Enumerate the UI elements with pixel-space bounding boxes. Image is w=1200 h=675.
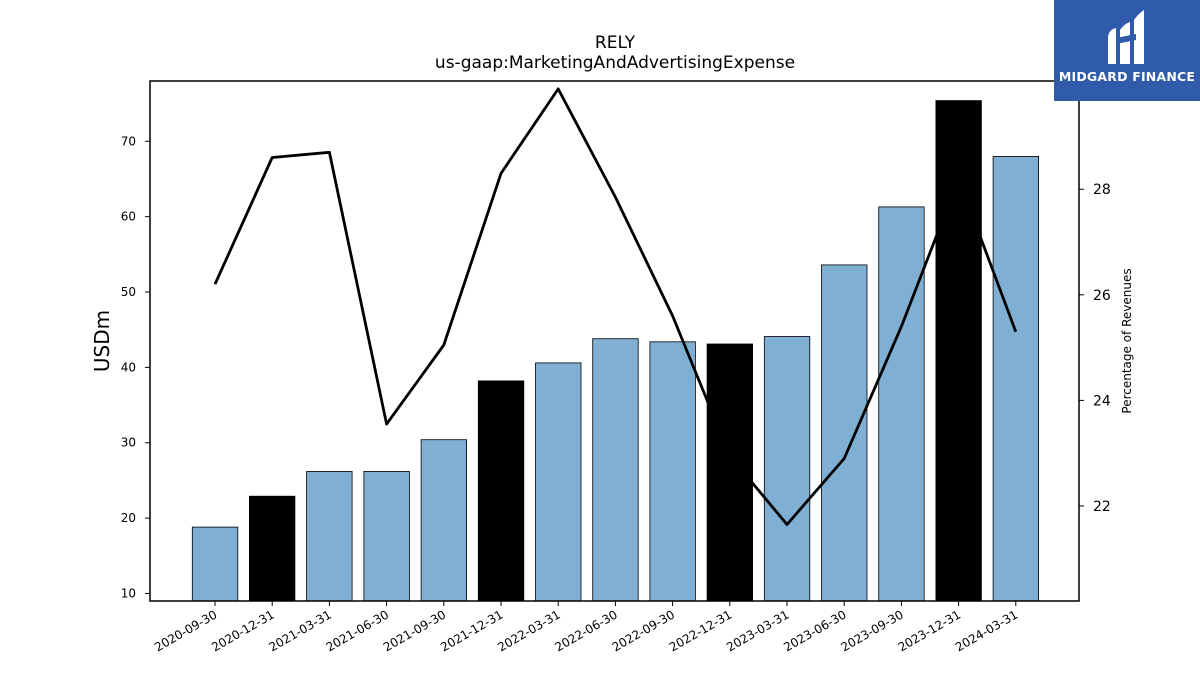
bar-2021-03-31 — [306, 470, 353, 602]
bar-2022-12-31 — [706, 343, 753, 602]
y-tick-label: 20 — [121, 511, 136, 525]
x-tick-label: 2023-09-30 — [838, 607, 905, 654]
brand-logo: MIDGARD FINANCE — [1054, 0, 1200, 101]
bar-2020-12-31 — [248, 495, 296, 602]
bar-2022-09-30 — [649, 341, 696, 602]
y-tick-label: 40 — [121, 360, 136, 374]
x-tick-label: 2022-09-30 — [610, 607, 677, 654]
y-tick-label: 70 — [121, 134, 136, 148]
midgard-finance-logo-icon — [1108, 10, 1144, 64]
y-axis-label: USDm — [90, 310, 114, 372]
chart-subtitle: us-gaap:MarketingAndAdvertisingExpense — [435, 53, 795, 73]
y-right-tick-label: 24 — [1093, 393, 1111, 409]
x-tick-label: 2021-06-30 — [324, 607, 391, 654]
bar-2021-09-30 — [420, 439, 468, 602]
x-tick-label: 2021-03-31 — [266, 607, 333, 654]
x-tick-label: 2022-06-30 — [552, 607, 619, 654]
x-tick-label: 2023-06-30 — [781, 607, 848, 654]
revenue-percentage-line — [213, 87, 1018, 526]
y-right-tick-label: 26 — [1093, 288, 1111, 304]
bar-2023-03-31 — [763, 336, 811, 602]
line-group — [213, 87, 1018, 526]
x-tick-label: 2021-12-31 — [438, 607, 505, 654]
y-tick-label: 10 — [121, 586, 136, 600]
chart-title: RELY — [595, 33, 636, 53]
y-tick-label: 30 — [121, 436, 136, 450]
x-tick-label: 2021-09-30 — [381, 607, 448, 654]
bar-2023-12-31 — [935, 100, 982, 602]
y-axis-right: 22 24 26 28 — [1079, 182, 1111, 515]
bar-2022-06-30 — [592, 338, 639, 602]
bar-2022-03-31 — [535, 362, 582, 602]
x-tick-label: 2022-03-31 — [495, 607, 562, 654]
bar-2021-06-30 — [363, 470, 410, 602]
y-right-tick-label: 22 — [1093, 499, 1111, 515]
x-tick-label: 2022-12-31 — [667, 607, 734, 654]
y-tick-label: 60 — [121, 210, 136, 224]
x-tick-label: 2020-09-30 — [152, 607, 219, 654]
plot-frame — [149, 80, 1080, 602]
y-tick-label: 50 — [121, 285, 136, 299]
bar-2021-12-31 — [477, 380, 525, 602]
x-axis: 2020-09-302020-12-312021-03-312021-06-30… — [152, 601, 1020, 654]
bar-2023-06-30 — [821, 264, 868, 602]
bar-2024-03-31 — [992, 155, 1039, 602]
x-tick-label: 2023-12-31 — [896, 607, 963, 654]
bar-2023-09-30 — [878, 206, 925, 602]
brand-name: MIDGARD FINANCE — [1058, 69, 1196, 84]
x-tick-label: 2023-03-31 — [724, 607, 791, 654]
x-tick-label: 2024-03-31 — [953, 607, 1020, 654]
bars-group — [191, 100, 1039, 602]
x-tick-label: 2020-12-31 — [209, 607, 276, 654]
bar-2020-09-30 — [191, 526, 239, 602]
y-axis-left: 10 20 30 40 50 60 70 — [121, 134, 150, 600]
y-right-tick-label: 28 — [1093, 182, 1111, 198]
y-axis-label-right: Percentage of Revenues — [1120, 268, 1134, 413]
